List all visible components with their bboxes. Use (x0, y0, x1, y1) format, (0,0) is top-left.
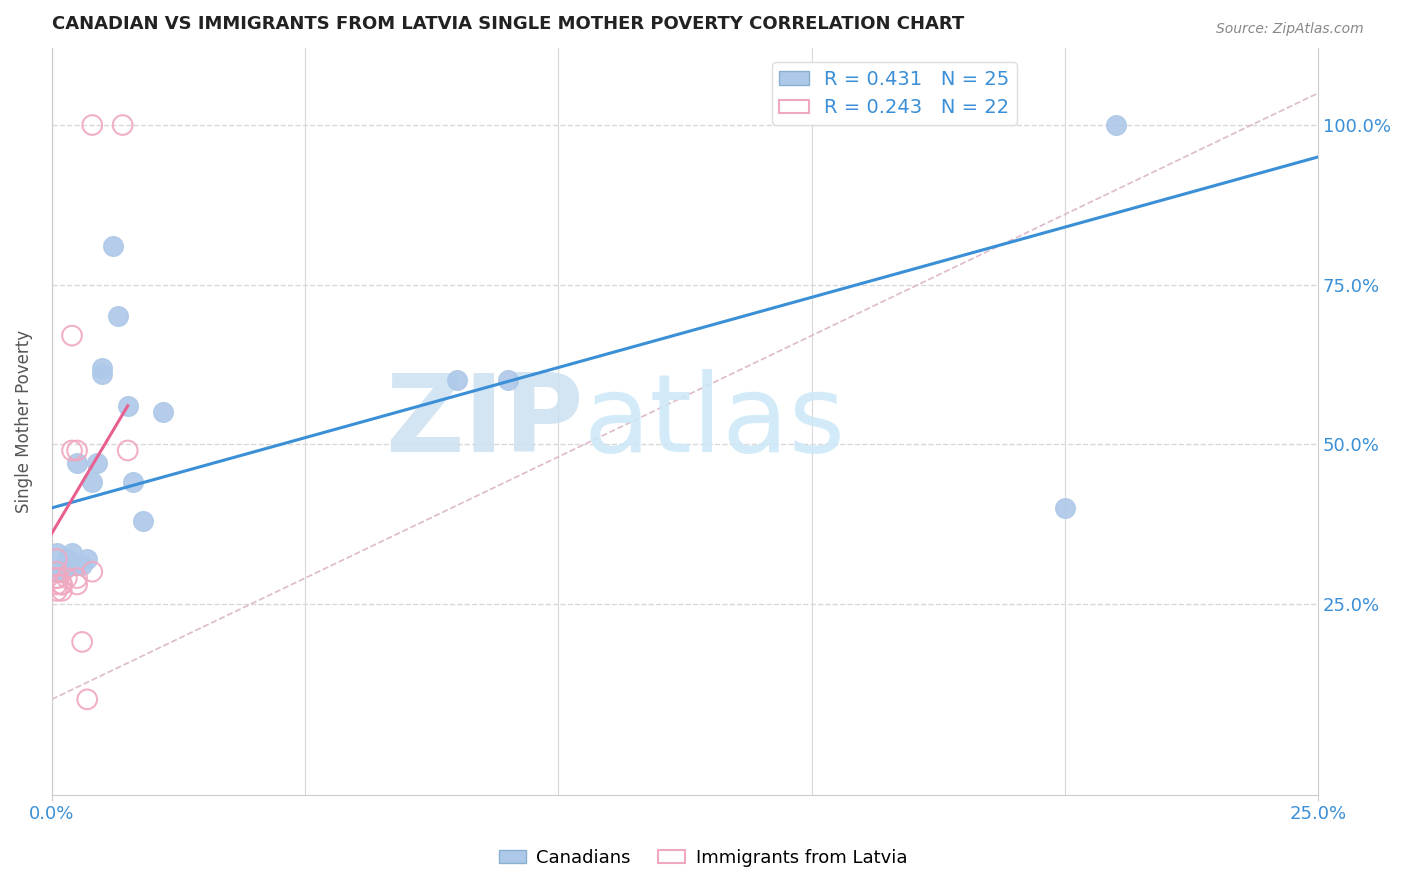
Point (70, 635, 93, 649)
Point (60, 558, 83, 573)
Point (82, 475, 104, 490)
Point (45, 571, 67, 585)
Point (117, 443, 139, 458)
Point (45, 565, 67, 579)
Text: ZIP: ZIP (385, 368, 583, 475)
Point (117, 399, 139, 413)
Point (51, 577, 73, 591)
Point (56, 558, 79, 573)
Point (121, 475, 143, 490)
Point (82, 118, 104, 132)
Text: Source: ZipAtlas.com: Source: ZipAtlas.com (1216, 22, 1364, 37)
Point (51, 565, 73, 579)
Point (82, 565, 104, 579)
Point (132, 514, 155, 528)
Point (45, 577, 67, 591)
Point (91, 367, 114, 381)
Point (76, 552, 98, 566)
Point (152, 405, 174, 419)
Point (56, 571, 79, 585)
Point (1104, 118, 1126, 132)
Point (66, 571, 89, 585)
Point (51, 577, 73, 591)
Point (45, 565, 67, 579)
Point (1053, 500, 1076, 515)
Point (51, 577, 73, 591)
Point (45, 552, 67, 566)
Point (70, 558, 93, 573)
Point (91, 360, 114, 375)
Point (66, 577, 89, 591)
Point (60, 443, 83, 458)
Point (86, 456, 108, 470)
Point (60, 328, 83, 343)
Point (51, 583, 73, 598)
Point (60, 545, 83, 559)
Text: atlas: atlas (583, 368, 845, 475)
Point (45, 583, 67, 598)
Point (446, 373, 468, 387)
Text: CANADIAN VS IMMIGRANTS FROM LATVIA SINGLE MOTHER POVERTY CORRELATION CHART: CANADIAN VS IMMIGRANTS FROM LATVIA SINGL… (52, 15, 965, 33)
Point (111, 118, 134, 132)
Legend: R = 0.431   N = 25, R = 0.243   N = 22: R = 0.431 N = 25, R = 0.243 N = 22 (772, 62, 1017, 125)
Point (56, 552, 79, 566)
Point (66, 456, 89, 470)
Point (66, 558, 89, 573)
Legend: Canadians, Immigrants from Latvia: Canadians, Immigrants from Latvia (491, 842, 915, 874)
Point (101, 239, 124, 253)
Y-axis label: Single Mother Poverty: Single Mother Poverty (15, 330, 32, 513)
Point (66, 443, 89, 458)
Point (45, 571, 67, 585)
Point (76, 692, 98, 706)
Point (107, 310, 129, 324)
Point (496, 373, 519, 387)
Point (45, 545, 67, 559)
